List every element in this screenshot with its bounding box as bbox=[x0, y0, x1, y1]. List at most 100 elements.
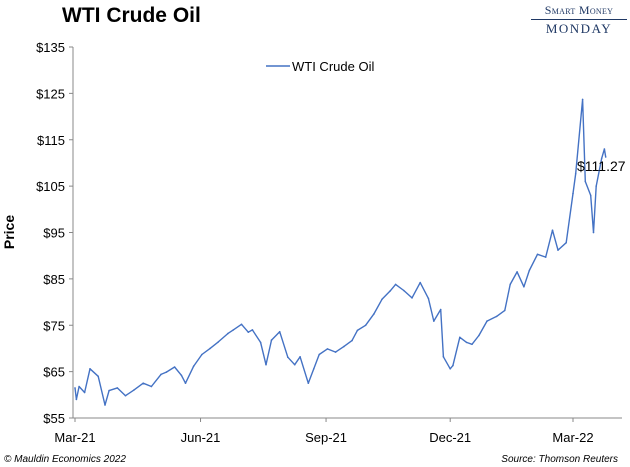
data-point bbox=[403, 289, 405, 292]
data-point bbox=[89, 368, 91, 370]
data-point bbox=[184, 382, 187, 385]
data-point bbox=[201, 353, 203, 356]
data-point bbox=[259, 341, 262, 344]
data-point bbox=[240, 323, 243, 326]
data-point bbox=[459, 336, 461, 339]
data-point bbox=[603, 148, 606, 150]
data-point bbox=[600, 157, 603, 160]
legend: WTI Crude Oil bbox=[266, 59, 374, 74]
data-point bbox=[565, 241, 567, 244]
y-tick-label: $125 bbox=[36, 86, 65, 101]
data-point bbox=[351, 339, 353, 342]
data-point bbox=[486, 320, 488, 322]
data-point bbox=[394, 283, 397, 286]
data-point bbox=[313, 368, 315, 370]
x-tick-label: Sep-21 bbox=[305, 430, 347, 445]
data-point bbox=[427, 297, 430, 300]
data-point bbox=[471, 343, 473, 346]
data-point bbox=[307, 382, 310, 385]
data-point bbox=[75, 398, 78, 401]
data-point bbox=[74, 387, 76, 389]
data-point bbox=[528, 269, 531, 272]
data-point bbox=[442, 356, 445, 358]
y-tick-label: $115 bbox=[37, 133, 65, 148]
data-point bbox=[581, 98, 584, 101]
data-point bbox=[278, 330, 281, 333]
data-point bbox=[318, 353, 321, 356]
data-point bbox=[589, 194, 592, 197]
data-point bbox=[293, 363, 296, 366]
data-point bbox=[165, 371, 168, 373]
data-point bbox=[536, 253, 539, 256]
data-point bbox=[287, 356, 289, 359]
x-tick-label: Jun-21 bbox=[181, 430, 221, 445]
copyright-note: © Mauldin Economics 2022 bbox=[4, 454, 126, 465]
data-point bbox=[572, 192, 574, 195]
data-point bbox=[592, 231, 595, 234]
data-point bbox=[411, 297, 413, 299]
data-point bbox=[251, 329, 254, 331]
data-point bbox=[356, 329, 359, 332]
data-point bbox=[495, 315, 498, 318]
data-point bbox=[173, 366, 176, 368]
data-point bbox=[299, 356, 301, 358]
data-point bbox=[150, 385, 153, 388]
data-point bbox=[78, 385, 80, 388]
y-axis-label: Price bbox=[1, 215, 17, 249]
data-point bbox=[574, 172, 577, 175]
data-point bbox=[551, 229, 554, 231]
y-tick-label: $105 bbox=[36, 179, 65, 194]
y-tick-label: $85 bbox=[43, 272, 65, 287]
data-point bbox=[270, 339, 273, 341]
y-tick-label: $95 bbox=[43, 226, 65, 241]
data-point bbox=[364, 324, 367, 327]
data-point bbox=[373, 313, 375, 315]
data-point bbox=[504, 309, 506, 312]
data-point bbox=[192, 365, 195, 367]
plot-area bbox=[72, 47, 622, 419]
data-point bbox=[180, 374, 183, 377]
brand-logo-line1: Smart Money bbox=[544, 3, 614, 17]
y-tick-label: $75 bbox=[43, 318, 65, 333]
legend-label: WTI Crude Oil bbox=[292, 59, 374, 74]
data-point bbox=[604, 156, 607, 158]
data-point bbox=[132, 389, 135, 392]
brand-logo-line2: MONDAY bbox=[531, 19, 627, 37]
data-point bbox=[595, 185, 597, 187]
data-point bbox=[381, 298, 383, 301]
data-point bbox=[465, 341, 468, 344]
data-point bbox=[509, 283, 512, 286]
data-point bbox=[83, 391, 86, 394]
data-point bbox=[326, 348, 329, 350]
x-tick-label: Mar-21 bbox=[54, 430, 95, 445]
data-point bbox=[232, 329, 235, 331]
data-point bbox=[523, 286, 525, 288]
source-note: Source: Thomson Reuters bbox=[501, 454, 618, 465]
data-point bbox=[227, 332, 229, 335]
data-point bbox=[160, 373, 162, 376]
data-point bbox=[97, 375, 99, 378]
data-point bbox=[557, 249, 559, 251]
brand-logo: Smart Money MONDAY bbox=[531, 3, 627, 37]
data-point bbox=[265, 363, 267, 366]
y-tick-label: $135 bbox=[36, 40, 65, 55]
data-point bbox=[584, 180, 587, 183]
data-point bbox=[419, 281, 422, 284]
y-axis-ticks: $55 $65 $75 $85 $95 $105 $115 $125 $135 bbox=[36, 40, 73, 426]
x-tick-label: Dec-21 bbox=[429, 430, 471, 445]
last-price-annotation: $111.27 bbox=[577, 158, 626, 174]
series-points bbox=[74, 98, 607, 406]
data-point bbox=[516, 271, 518, 273]
data-point bbox=[452, 364, 454, 367]
data-point bbox=[439, 308, 442, 311]
x-axis-ticks: Mar-21 Jun-21 Sep-21 Dec-21 Mar-22 bbox=[54, 418, 594, 445]
y-tick-label: $65 bbox=[43, 365, 65, 380]
y-tick-label: $55 bbox=[43, 411, 65, 426]
data-point bbox=[104, 404, 106, 406]
x-tick-label: Mar-22 bbox=[552, 430, 593, 445]
data-point bbox=[544, 256, 547, 258]
data-point bbox=[142, 382, 144, 385]
data-point bbox=[343, 345, 345, 348]
chart-title: WTI Crude Oil bbox=[62, 4, 201, 27]
